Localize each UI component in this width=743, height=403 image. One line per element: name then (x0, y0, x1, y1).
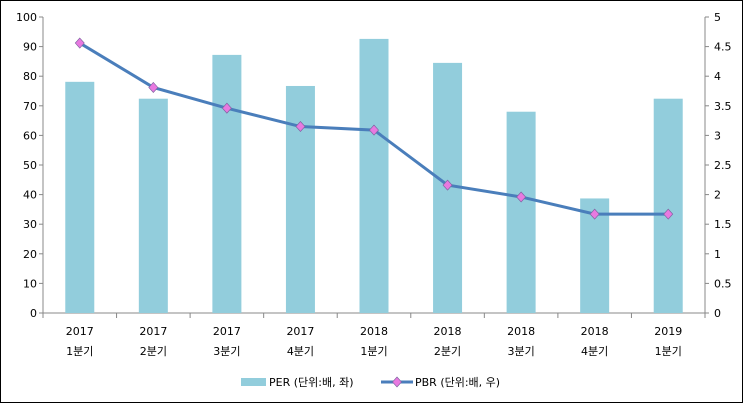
pbr-marker (295, 120, 306, 133)
per-bar (506, 111, 536, 313)
right-tick-label: 1.5 (714, 218, 732, 231)
per-bar (138, 98, 168, 313)
x-tick-label-year: 2019 (654, 325, 682, 338)
x-tick-label-quarter: 3분기 (507, 345, 534, 358)
pbr-marker (663, 208, 674, 220)
pbr-marker (589, 208, 600, 220)
x-tick-label-year: 2017 (139, 325, 167, 338)
x-tick-label-year: 2018 (581, 325, 609, 338)
legend-per-label: PER (단위:배, 좌) (269, 376, 354, 389)
right-tick-label: 4.5 (714, 41, 732, 54)
per-bar (212, 54, 242, 313)
left-tick-label: 50 (23, 159, 37, 172)
pbr-marker (148, 81, 159, 93)
left-tick-label: 30 (23, 218, 37, 231)
right-tick-label: 3.5 (714, 100, 732, 113)
left-tick-label: 80 (23, 70, 37, 83)
left-tick-label: 70 (23, 100, 37, 113)
legend-pbr-label: PBR (단위:배, 우) (415, 376, 500, 389)
left-tick-label: 10 (23, 277, 37, 290)
right-tick-label: 2.5 (714, 159, 732, 172)
right-tick-label: 3 (714, 129, 721, 142)
legend-pbr-marker (392, 376, 402, 388)
x-tick-label-quarter: 1분기 (66, 345, 93, 358)
x-tick-label-quarter: 2분기 (140, 345, 167, 358)
x-tick-label-year: 2018 (434, 325, 462, 338)
left-tick-label: 20 (23, 248, 37, 261)
x-tick-label-quarter: 1분기 (655, 345, 682, 358)
x-tick-label-year: 2017 (286, 325, 314, 338)
per-bar (359, 38, 389, 314)
left-tick-label: 60 (23, 129, 37, 142)
legend-per-swatch (241, 378, 266, 386)
left-tick-label: 40 (23, 189, 37, 202)
per-bar (65, 81, 95, 313)
x-tick-label-year: 2018 (507, 325, 535, 338)
x-tick-label-quarter: 4분기 (287, 345, 314, 358)
pbr-marker (442, 179, 453, 191)
per-bar (285, 85, 315, 313)
x-tick-label-year: 2017 (66, 325, 94, 338)
left-tick-label: 0 (30, 307, 37, 320)
left-tick-label: 100 (16, 11, 37, 24)
right-tick-label: 4 (714, 70, 721, 83)
x-tick-label-quarter: 2분기 (434, 345, 461, 358)
x-tick-label-quarter: 4분기 (581, 345, 608, 358)
x-tick-label-quarter: 3분기 (213, 345, 240, 358)
per-bar (653, 98, 683, 313)
right-tick-label: 5 (714, 11, 721, 24)
pbr-marker (74, 37, 85, 49)
right-tick-label: 0.5 (714, 277, 732, 290)
x-tick-label-year: 2018 (360, 325, 388, 338)
pbr-marker (516, 191, 527, 203)
pbr-marker (369, 124, 379, 136)
left-tick-label: 90 (23, 41, 37, 54)
right-tick-label: 1 (714, 248, 721, 261)
x-tick-label-quarter: 1분기 (360, 345, 387, 358)
x-tick-label-year: 2017 (213, 325, 241, 338)
right-tick-label: 2 (714, 189, 721, 202)
right-tick-label: 0 (714, 307, 721, 320)
pbr-marker (221, 102, 232, 114)
